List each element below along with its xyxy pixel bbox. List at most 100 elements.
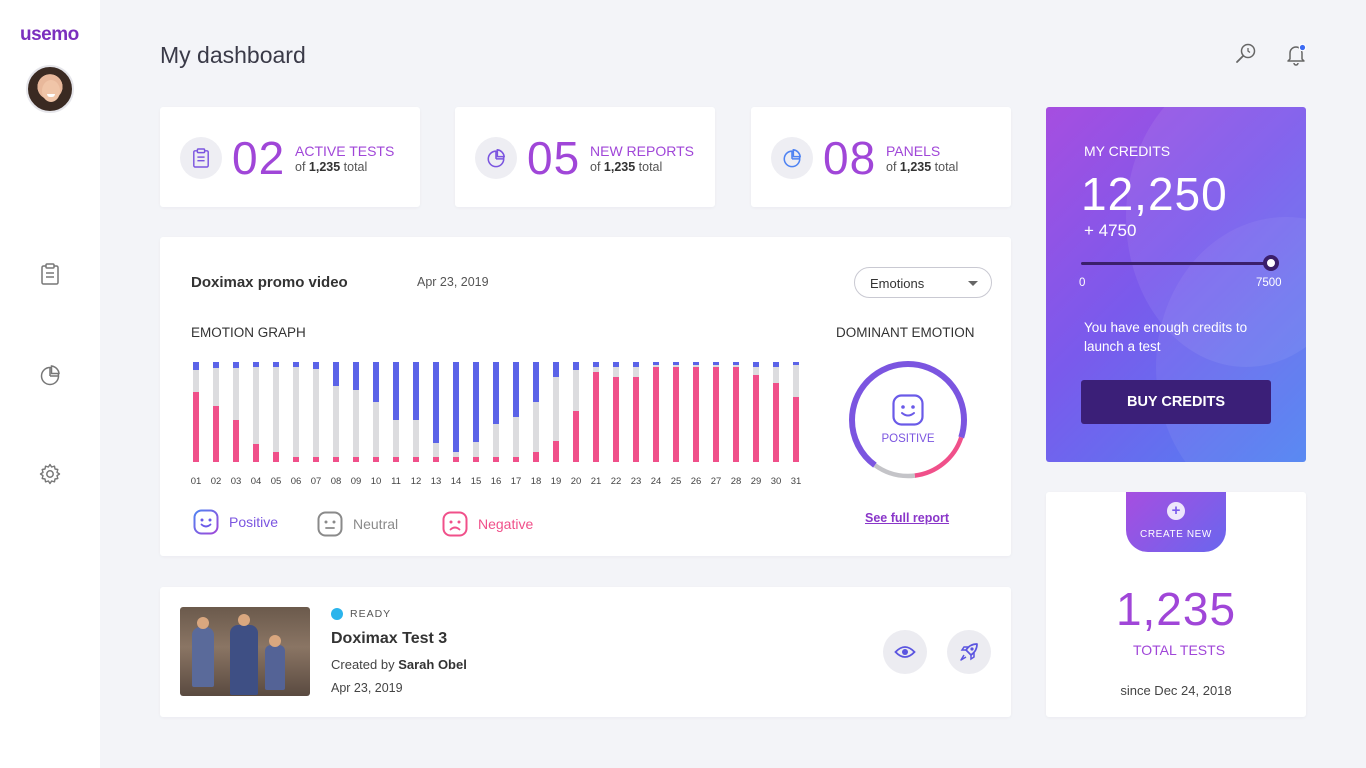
sidebar-item-reports[interactable] xyxy=(38,363,62,387)
stat-total: 1,235 xyxy=(603,160,636,174)
credits-slider-handle[interactable] xyxy=(1263,255,1279,271)
x-tick-label: 09 xyxy=(351,476,362,487)
test-item-card[interactable]: READY Doximax Test 3 Created by Sarah Ob… xyxy=(160,587,1011,717)
bar-segment-neutral xyxy=(733,365,739,367)
x-tick-label: 19 xyxy=(551,476,562,487)
bar-segment-positive xyxy=(293,362,299,367)
x-tick-label: 14 xyxy=(451,476,462,487)
bar-segment-positive xyxy=(713,362,719,365)
bar-segment-positive xyxy=(633,362,639,367)
create-new-button[interactable]: + CREATE NEW xyxy=(1126,492,1226,552)
bar-segment-neutral xyxy=(293,367,299,457)
bar-segment-positive xyxy=(513,362,519,417)
video-title: Doximax promo video xyxy=(191,274,348,291)
logo[interactable]: usemo xyxy=(20,24,79,45)
created-by-prefix: Created by xyxy=(331,657,399,672)
bar-segment-negative xyxy=(273,452,279,462)
stat-card-active-tests[interactable]: 02 ACTIVE TESTS of 1,235 total xyxy=(160,107,420,207)
donut-segment-positive xyxy=(849,361,967,479)
sidebar-item-tests[interactable] xyxy=(38,262,62,286)
launch-button[interactable] xyxy=(947,630,991,674)
search-button[interactable] xyxy=(1234,42,1258,66)
stat-suffix: total xyxy=(635,160,663,174)
bar-segment-positive xyxy=(733,362,739,365)
view-button[interactable] xyxy=(883,630,927,674)
bar-segment-negative xyxy=(573,411,579,462)
stat-label: ACTIVE TESTS xyxy=(295,143,395,159)
smiley-neutral-icon xyxy=(317,511,343,537)
bar-segment-positive xyxy=(673,362,679,365)
stat-of: of xyxy=(590,160,604,174)
pie-chart-icon xyxy=(783,148,802,168)
stat-subtext: of 1,235 total xyxy=(886,160,958,174)
bar-segment-negative xyxy=(233,420,239,462)
credits-slider-track[interactable] xyxy=(1081,262,1271,265)
video-thumbnail[interactable] xyxy=(180,607,310,696)
clipboard-icon xyxy=(193,148,209,168)
x-tick-label: 27 xyxy=(711,476,722,487)
bar-segment-positive xyxy=(413,362,419,420)
stat-number: 08 xyxy=(823,132,877,184)
test-title[interactable]: Doximax Test 3 xyxy=(331,630,448,647)
bar-segment-positive xyxy=(193,362,199,370)
x-tick-label: 07 xyxy=(311,476,322,487)
total-tests-since: since Dec 24, 2018 xyxy=(1120,683,1232,698)
bar-segment-neutral xyxy=(233,368,239,420)
bar-segment-neutral xyxy=(653,365,659,367)
bar-segment-neutral xyxy=(753,367,759,375)
avatar[interactable] xyxy=(26,65,74,113)
bar-segment-neutral xyxy=(313,369,319,457)
sidebar-item-settings[interactable] xyxy=(38,462,62,486)
see-full-report-link[interactable]: See full report xyxy=(865,511,950,525)
bar-segment-negative xyxy=(633,377,639,462)
stat-card-panels[interactable]: 08 PANELS of 1,235 total xyxy=(751,107,1011,207)
bar-segment-neutral xyxy=(193,370,199,392)
bar-segment-negative xyxy=(653,367,659,462)
bar-segment-positive xyxy=(373,362,379,402)
bar-segment-positive xyxy=(493,362,499,424)
bar-segment-negative xyxy=(473,457,479,462)
bar-segment-negative xyxy=(733,367,739,462)
legend-neutral[interactable]: Neutral xyxy=(317,511,398,537)
bar-segment-neutral xyxy=(713,365,719,367)
bar-segment-negative xyxy=(593,372,599,462)
credits-message: You have enough credits to launch a test xyxy=(1084,320,1248,354)
smiley-positive-icon xyxy=(193,509,219,535)
buy-credits-button[interactable]: BUY CREDITS xyxy=(1081,380,1271,424)
stat-label: NEW REPORTS xyxy=(590,143,694,159)
dominant-emotion-donut xyxy=(849,361,967,479)
bar-segment-positive xyxy=(233,362,239,368)
bar-segment-positive xyxy=(613,362,619,367)
slider-min-label: 0 xyxy=(1079,277,1086,289)
x-tick-label: 28 xyxy=(731,476,742,487)
bar-segment-positive xyxy=(273,362,279,367)
emotion-select-value: Emotions xyxy=(870,276,925,291)
legend-positive[interactable]: Positive xyxy=(193,509,278,535)
stat-suffix: total xyxy=(931,160,959,174)
bar-segment-positive xyxy=(753,362,759,367)
bar-segment-positive xyxy=(393,362,399,420)
x-tick-label: 16 xyxy=(491,476,502,487)
x-tick-label: 23 xyxy=(631,476,642,487)
x-tick-label: 06 xyxy=(291,476,302,487)
x-tick-label: 24 xyxy=(651,476,662,487)
bar-segment-negative xyxy=(513,457,519,462)
emotion-select[interactable]: Emotions xyxy=(854,267,992,298)
status-dot xyxy=(331,608,343,620)
bar-segment-neutral xyxy=(573,370,579,411)
legend-positive-label: Positive xyxy=(229,514,279,530)
bar-segment-neutral xyxy=(533,402,539,452)
rocket-icon xyxy=(960,643,978,661)
stat-card-new-reports[interactable]: 05 NEW REPORTS of 1,235 total xyxy=(455,107,715,207)
legend-negative[interactable]: Negative xyxy=(442,511,533,537)
bar-segment-neutral xyxy=(453,452,459,457)
thumbnail-figure-head xyxy=(269,635,281,647)
stat-subtext: of 1,235 total xyxy=(590,160,662,174)
bar-segment-positive xyxy=(653,362,659,365)
x-tick-label: 03 xyxy=(231,476,242,487)
notifications-button[interactable] xyxy=(1284,42,1308,66)
credits-added: + 4750 xyxy=(1084,221,1137,240)
bar-segment-positive xyxy=(573,362,579,370)
x-tick-label: 20 xyxy=(571,476,582,487)
bar-segment-positive xyxy=(433,362,439,443)
